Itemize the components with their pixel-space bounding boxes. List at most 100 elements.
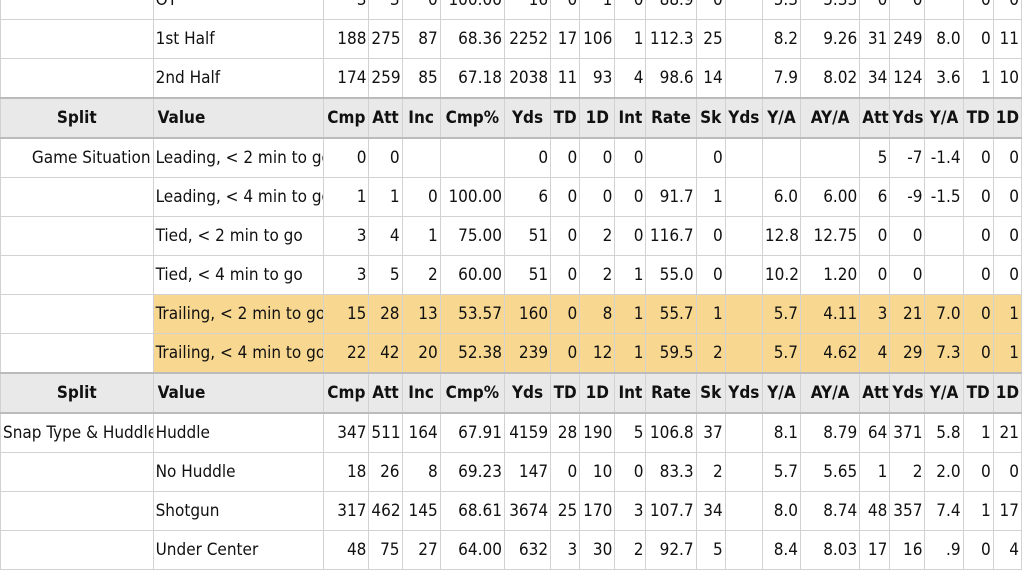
stat-cell: 0 (401, 177, 441, 217)
stat-cell: 37 (695, 412, 726, 453)
stat-cell: 259 (368, 58, 403, 99)
stat-cell: 8.2 (761, 19, 802, 59)
column-header[interactable]: Value (152, 97, 325, 139)
stat-cell: 1 (368, 177, 403, 217)
stat-cell: 190 (579, 412, 616, 453)
stat-cell: 17 (550, 19, 581, 59)
column-header[interactable]: Y/A (761, 372, 802, 414)
stat-cell (724, 333, 763, 374)
column-header[interactable]: Yds (503, 372, 552, 414)
stat-cell: 12 (579, 333, 616, 374)
stat-cell: 9.26 (800, 19, 861, 59)
column-header[interactable]: Att (368, 372, 403, 414)
column-header[interactable]: 1D (579, 372, 616, 414)
stat-cell: 5.7 (761, 452, 802, 492)
stat-cell: 67.18 (439, 58, 505, 99)
stat-cell: 2 (579, 216, 616, 256)
column-header[interactable]: TD (550, 97, 581, 139)
column-header[interactable]: TD (550, 372, 581, 414)
split-cell (0, 0, 154, 20)
column-header[interactable]: Yds (724, 97, 763, 139)
stat-cell: 64.00 (439, 530, 505, 570)
column-header[interactable]: Yds (889, 97, 926, 139)
stat-cell: 0 (323, 137, 370, 178)
stat-cell: 91.7 (645, 177, 697, 217)
column-header[interactable]: Yds (724, 372, 763, 414)
column-header[interactable]: Inc (401, 372, 441, 414)
column-header[interactable]: Sk (695, 372, 726, 414)
column-header[interactable]: 1D (992, 97, 1023, 139)
stat-cell: 2 (401, 255, 441, 295)
column-header[interactable]: Int (614, 372, 647, 414)
column-header[interactable]: 1D (992, 372, 1023, 414)
stat-cell: 0 (695, 255, 726, 295)
column-header[interactable]: Att (859, 97, 891, 139)
column-header[interactable]: Yds (503, 97, 552, 139)
stat-cell: 75 (368, 530, 403, 570)
stat-cell (724, 216, 763, 256)
column-header[interactable]: Rate (645, 372, 697, 414)
column-header[interactable]: Yds (889, 372, 926, 414)
stat-cell: 0 (550, 452, 581, 492)
column-header[interactable]: Y/A (924, 97, 964, 139)
column-header[interactable]: Split (0, 372, 154, 414)
split-cell (0, 216, 154, 256)
column-header[interactable]: 1D (579, 97, 616, 139)
stat-cell: 2 (695, 452, 726, 492)
stat-cell: 83.3 (645, 452, 697, 492)
column-header[interactable]: AY/A (800, 372, 861, 414)
column-header[interactable]: Y/A (924, 372, 964, 414)
stat-cell: 8.4 (761, 530, 802, 570)
column-header[interactable]: Cmp (323, 372, 370, 414)
stat-cell: 106 (579, 19, 616, 59)
stat-cell: 357 (889, 491, 926, 531)
split-cell (0, 255, 154, 295)
value-cell: Leading, < 4 min to go (152, 177, 325, 217)
column-header[interactable]: Split (0, 97, 154, 139)
table-row: No Huddle 18 26 8 69.23 147 0 10 0 83.3 2 5.7 5.65 1 2… (0, 452, 1023, 492)
stat-cell: 12.8 (761, 216, 802, 256)
value-cell: Leading, < 2 min to go (152, 137, 325, 178)
stat-cell: 1 (992, 294, 1023, 334)
stat-cell: 1 (323, 177, 370, 217)
column-header[interactable]: Cmp% (439, 372, 505, 414)
value-cell: Trailing, < 4 min to go (152, 333, 325, 374)
column-header[interactable]: Int (614, 97, 647, 139)
stat-cell: 12.75 (800, 216, 861, 256)
column-header[interactable]: TD (962, 372, 994, 414)
stat-cell: 10 (579, 452, 616, 492)
column-header[interactable]: Cmp% (439, 97, 505, 139)
stat-cell (724, 412, 763, 453)
stat-cell: 3 (323, 216, 370, 256)
stat-cell: 0 (962, 216, 994, 256)
column-header[interactable]: Y/A (761, 97, 802, 139)
column-header[interactable]: Att (368, 97, 403, 139)
stat-cell: 0 (992, 137, 1023, 178)
stat-cell: 1 (962, 412, 994, 453)
value-cell: Under Center (152, 530, 325, 570)
column-header[interactable]: Sk (695, 97, 726, 139)
column-header[interactable]: Att (859, 372, 891, 414)
stat-cell: 106.8 (645, 412, 697, 453)
stat-cell: 0 (401, 0, 441, 20)
column-header[interactable]: AY/A (800, 97, 861, 139)
stat-cell: 2252 (503, 19, 552, 59)
stat-cell: 511 (368, 412, 403, 453)
stat-cell: 15 (323, 294, 370, 334)
stat-cell (924, 216, 964, 256)
stat-cell: 1 (695, 177, 726, 217)
column-header[interactable]: Cmp (323, 97, 370, 139)
stat-cell: 1 (962, 491, 994, 531)
stat-cell: 48 (323, 530, 370, 570)
stat-cell: 0 (550, 216, 581, 256)
stat-cell: 5 (859, 137, 891, 178)
column-header[interactable]: TD (962, 97, 994, 139)
column-header[interactable]: Rate (645, 97, 697, 139)
stat-cell: 116.7 (645, 216, 697, 256)
table-row: Tied, < 2 min to go 3 4 1 75.00 51 0 2 0 116.7 0 12… (0, 216, 1023, 256)
column-header[interactable]: Value (152, 372, 325, 414)
column-header[interactable]: Inc (401, 97, 441, 139)
stat-cell (724, 0, 763, 20)
stat-cell: 347 (323, 412, 370, 453)
stat-cell: 0 (962, 530, 994, 570)
